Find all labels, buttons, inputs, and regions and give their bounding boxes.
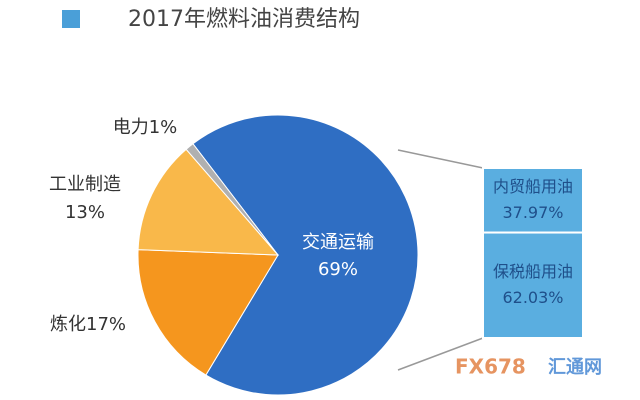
watermark: 汇通网 <box>548 357 602 378</box>
chart-title: 2017年燃料油消费结构 <box>128 7 360 32</box>
pie-slice <box>185 143 279 256</box>
watermark: FX678 <box>455 355 526 379</box>
pie-value-label: 13% <box>65 202 105 223</box>
pie-value-label: 17% <box>86 314 126 335</box>
connector <box>397 149 484 169</box>
pie-category: 交通运输 <box>302 232 374 253</box>
pie-label: 电力1% <box>113 117 178 138</box>
bar-category: 内贸船用油 <box>493 177 573 196</box>
pie-category: 工业制造 <box>49 174 121 195</box>
pie-label: 炼化17% <box>50 314 126 335</box>
connector <box>397 337 484 371</box>
pie-slice <box>137 249 279 376</box>
bar-segment <box>482 231 584 339</box>
legend-swatch <box>62 10 80 28</box>
bar-value-label: 37.97% <box>502 203 563 222</box>
marks <box>137 114 584 396</box>
pie-slice <box>137 148 280 256</box>
bar-category: 保税船用油 <box>493 262 573 281</box>
pie-value-label: 69% <box>318 259 358 280</box>
pie-value-label: 1% <box>149 117 178 138</box>
bar-segment <box>482 167 584 234</box>
bar-value-label: 62.03% <box>502 288 563 307</box>
labels: 交通运输 69% 炼化17% 工业制造 13% 电力1% 内贸船用油 37.97% 保税船用油 6… <box>49 117 573 335</box>
pie-category: 电力 <box>113 117 149 138</box>
pie-slice <box>192 114 419 396</box>
pie-category: 炼化 <box>50 314 86 335</box>
